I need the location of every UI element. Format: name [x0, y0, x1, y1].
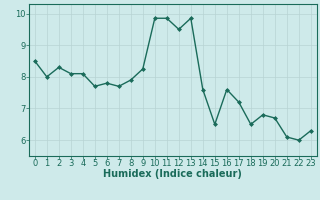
X-axis label: Humidex (Indice chaleur): Humidex (Indice chaleur) [103, 169, 242, 179]
